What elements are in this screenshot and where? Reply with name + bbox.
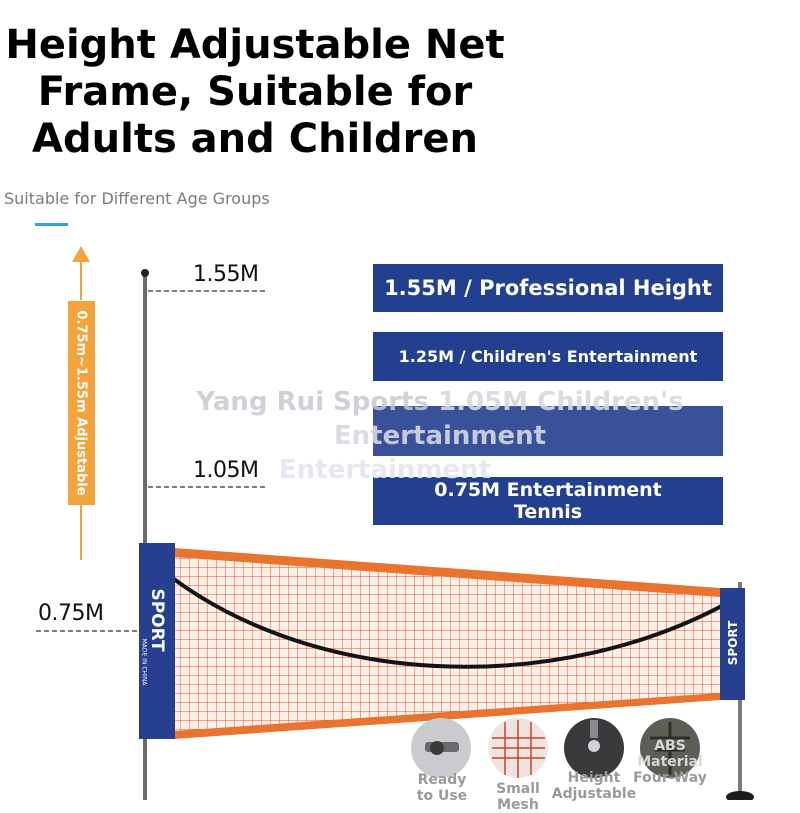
adjust-range-label: 0.75m~1.55m Adjustable bbox=[73, 310, 89, 496]
feature-abs-line1: ABS bbox=[654, 738, 686, 754]
right-net-sleeve bbox=[720, 588, 745, 700]
feature-abs-icon bbox=[640, 718, 700, 778]
net-brand-right: SPORT bbox=[726, 621, 740, 666]
net-brand-left: SPORT bbox=[147, 588, 167, 651]
net-brand-left-text: SPORT bbox=[147, 588, 167, 652]
net-bottom-tape bbox=[174, 693, 720, 739]
badge-105: 1.05M Children's Entertainment bbox=[373, 406, 723, 456]
feature-height-icon bbox=[564, 718, 624, 778]
feature-label-abs: ABS Material Four-Way bbox=[625, 738, 715, 786]
net-rope bbox=[148, 558, 740, 669]
feature-height-line2: Adjustable bbox=[551, 786, 637, 802]
badge-075-label: 0.75M Entertainment Tennis bbox=[434, 479, 662, 523]
height-label-075: 0.75M bbox=[38, 601, 104, 626]
pole-cap bbox=[141, 269, 149, 277]
badge-125: 1.25M / Children's Entertainment bbox=[373, 332, 723, 381]
net-brand-left-small-text: MADE IN CHINA bbox=[140, 638, 148, 686]
feature-mesh-line1: Small bbox=[496, 781, 540, 797]
net-brand-left-small: MADE IN CHINA bbox=[141, 639, 148, 686]
adjust-arrow-icon bbox=[72, 246, 90, 560]
feature-ready-icon bbox=[411, 718, 471, 778]
badge-125-label: 1.25M / Children's Entertainment bbox=[398, 347, 698, 366]
feature-height-line1: Height bbox=[567, 770, 621, 786]
height-label-155: 1.55M bbox=[193, 262, 259, 287]
subtitle: Suitable for Different Age Groups bbox=[4, 189, 270, 208]
net-mesh bbox=[174, 551, 720, 735]
height-label-105: 1.05M bbox=[193, 458, 259, 483]
feature-abs-line3: Four-Way bbox=[633, 770, 707, 786]
feature-ready-line1: Ready bbox=[417, 772, 467, 788]
subtitle-underline bbox=[35, 223, 68, 226]
adjust-range-bar bbox=[68, 301, 95, 505]
badge-075: 0.75M Entertainment Tennis bbox=[373, 477, 723, 525]
left-net-sleeve bbox=[139, 543, 175, 739]
badge-155-label: 1.55M / Professional Height bbox=[384, 276, 712, 300]
title-line-3: Adults and Children bbox=[32, 116, 478, 162]
badge-105-label: 1.05M Children's Entertainment bbox=[377, 420, 718, 442]
feature-abs-line2: Material bbox=[637, 754, 703, 770]
net-brand-right-text: SPORT bbox=[726, 620, 740, 666]
title-line-1: Height Adjustable Net bbox=[5, 22, 505, 68]
title-line-2: Frame, Suitable for bbox=[37, 69, 473, 115]
right-pole-base bbox=[726, 791, 754, 800]
badge-155: 1.55M / Professional Height bbox=[373, 264, 723, 312]
feature-label-height: Height Adjustable bbox=[549, 770, 639, 802]
feature-mesh-icon bbox=[488, 718, 548, 778]
page-title: Height Adjustable Net Frame, Suitable fo… bbox=[0, 22, 510, 163]
net-top-tape bbox=[174, 548, 720, 597]
